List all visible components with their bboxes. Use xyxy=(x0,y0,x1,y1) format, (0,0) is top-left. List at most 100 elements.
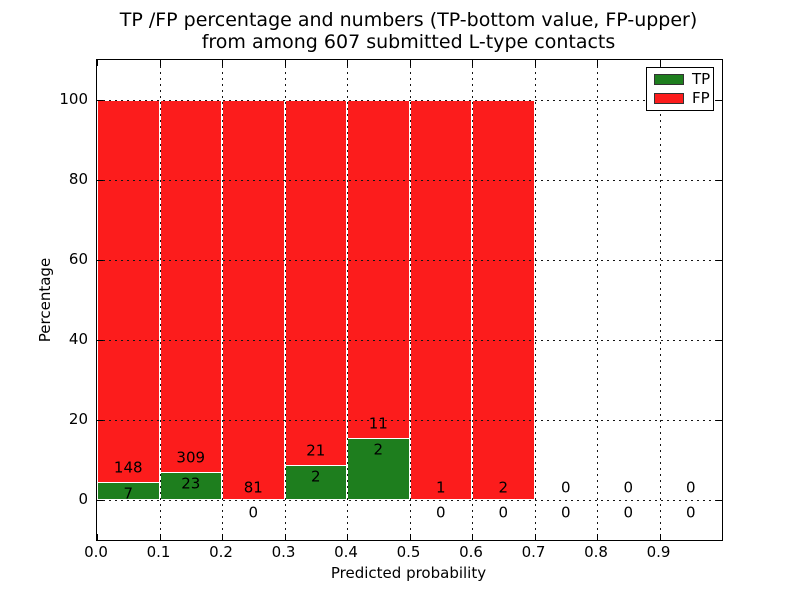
gridline-vertical xyxy=(347,60,348,540)
tick-mark-top xyxy=(284,60,286,66)
tp-count-label: 0 xyxy=(623,503,634,522)
fp-count-label: 81 xyxy=(243,478,263,497)
bar-fp-segment xyxy=(409,100,472,500)
fp-count-label: 0 xyxy=(685,478,696,497)
gridline-vertical xyxy=(159,60,161,540)
tick-mark-top xyxy=(597,60,599,66)
tick-mark-top xyxy=(472,60,474,66)
x-tick-label: 0.0 xyxy=(84,543,108,561)
bar-tp-segment xyxy=(159,472,222,500)
tp-count-label: 0 xyxy=(560,503,571,522)
legend-entry-tp: TP xyxy=(647,72,713,87)
tick-mark-right xyxy=(716,260,722,262)
legend-swatch-fp xyxy=(654,93,684,104)
tick-mark-bottom xyxy=(347,534,349,540)
y-tick-label: 60 xyxy=(68,250,88,268)
tick-mark-top xyxy=(347,60,349,66)
fp-count-label: 148 xyxy=(113,458,143,477)
tick-mark-bottom xyxy=(159,534,161,540)
tick-mark-bottom xyxy=(659,534,661,540)
tick-mark-top xyxy=(222,60,224,66)
tick-mark-left xyxy=(97,340,103,342)
fp-count-label: 0 xyxy=(560,478,571,497)
gridline-vertical xyxy=(409,60,411,540)
plot-area: 148 7 309 23 81 0 21 2 11 2 1 0 2 0 0 0 0 0 0 0 xyxy=(96,59,723,541)
chart-title: TP /FP percentage and numbers (TP-bottom… xyxy=(96,9,721,53)
x-tick-label: 0.3 xyxy=(271,543,296,561)
tp-count-label: 0 xyxy=(435,503,446,522)
x-tick-label: 0.9 xyxy=(646,543,671,561)
gridline-vertical xyxy=(534,60,536,540)
y-tick-label: 0 xyxy=(78,490,88,508)
tp-count-label: 0 xyxy=(685,503,696,522)
tp-count-label: 2 xyxy=(310,467,321,486)
tick-mark-top xyxy=(659,60,661,66)
y-tick-label: 100 xyxy=(59,90,88,108)
x-tick-label: 0.2 xyxy=(209,543,233,561)
tick-mark-top xyxy=(97,60,99,66)
y-axis-label: Percentage xyxy=(36,257,54,343)
tick-mark-bottom xyxy=(284,534,286,540)
x-tick-label: 0.1 xyxy=(146,543,171,561)
chart-title-line1: TP /FP percentage and numbers (TP-bottom… xyxy=(119,9,698,31)
tick-mark-right xyxy=(716,180,722,182)
tick-mark-right xyxy=(716,500,722,502)
legend-entry-fp: FP xyxy=(647,91,713,106)
gridline-vertical xyxy=(284,60,286,540)
x-tick-label: 0.8 xyxy=(584,543,608,561)
tick-mark-left xyxy=(97,180,103,182)
tick-mark-left xyxy=(97,260,103,262)
gridline-vertical xyxy=(659,60,661,540)
y-tick-label: 40 xyxy=(68,330,88,348)
gridline-vertical xyxy=(597,60,598,540)
y-tick-label: 80 xyxy=(68,170,88,188)
bar-fp-segment xyxy=(222,100,285,500)
x-tick-label: 0.7 xyxy=(521,543,546,561)
bar-fp-segment xyxy=(284,100,347,500)
bar-tp-segment xyxy=(284,465,347,500)
bar-fp-segment xyxy=(97,100,160,500)
tp-count-label: 0 xyxy=(498,503,509,522)
fp-count-label: 2 xyxy=(498,478,509,497)
tp-count-label: 0 xyxy=(248,503,259,522)
tp-count-label: 7 xyxy=(123,484,134,503)
tick-mark-bottom xyxy=(597,534,599,540)
tick-mark-top xyxy=(534,60,536,66)
legend-label-tp: TP xyxy=(692,70,711,88)
x-tick-label: 0.5 xyxy=(396,543,421,561)
fp-count-label: 0 xyxy=(623,478,634,497)
y-tick-label: 20 xyxy=(68,410,88,428)
bar-fp-segment xyxy=(472,100,535,500)
x-tick-label: 0.6 xyxy=(459,543,483,561)
fp-count-label: 309 xyxy=(176,448,206,467)
tick-mark-bottom xyxy=(97,534,99,540)
bar-fp-segment xyxy=(347,100,410,500)
fp-count-label: 21 xyxy=(306,441,326,460)
tick-mark-bottom xyxy=(409,534,411,540)
fp-count-label: 11 xyxy=(368,414,388,433)
tick-mark-bottom xyxy=(534,534,536,540)
tick-mark-top xyxy=(409,60,411,66)
bar-fp-segment xyxy=(159,100,222,500)
tp-count-label: 2 xyxy=(373,440,384,459)
tick-mark-left xyxy=(97,420,103,422)
tick-mark-right xyxy=(716,100,722,102)
tick-mark-right xyxy=(716,340,722,342)
fp-count-label: 1 xyxy=(435,478,446,497)
x-tick-label: 0.4 xyxy=(334,543,358,561)
tick-mark-bottom xyxy=(222,534,224,540)
gridline-vertical xyxy=(472,60,473,540)
legend-label-fp: FP xyxy=(692,89,710,107)
bar-tp-segment xyxy=(97,482,160,500)
legend-swatch-tp xyxy=(654,74,684,85)
tick-mark-left xyxy=(97,500,103,502)
legend: TP FP xyxy=(646,67,714,111)
tick-mark-left xyxy=(97,100,103,102)
tick-mark-bottom xyxy=(472,534,474,540)
x-axis-label: Predicted probability xyxy=(330,564,487,582)
tp-count-label: 23 xyxy=(181,474,201,493)
tick-mark-top xyxy=(159,60,161,66)
chart-title-line2: from among 607 submitted L-type contacts xyxy=(201,31,616,53)
tick-mark-right xyxy=(716,420,722,422)
